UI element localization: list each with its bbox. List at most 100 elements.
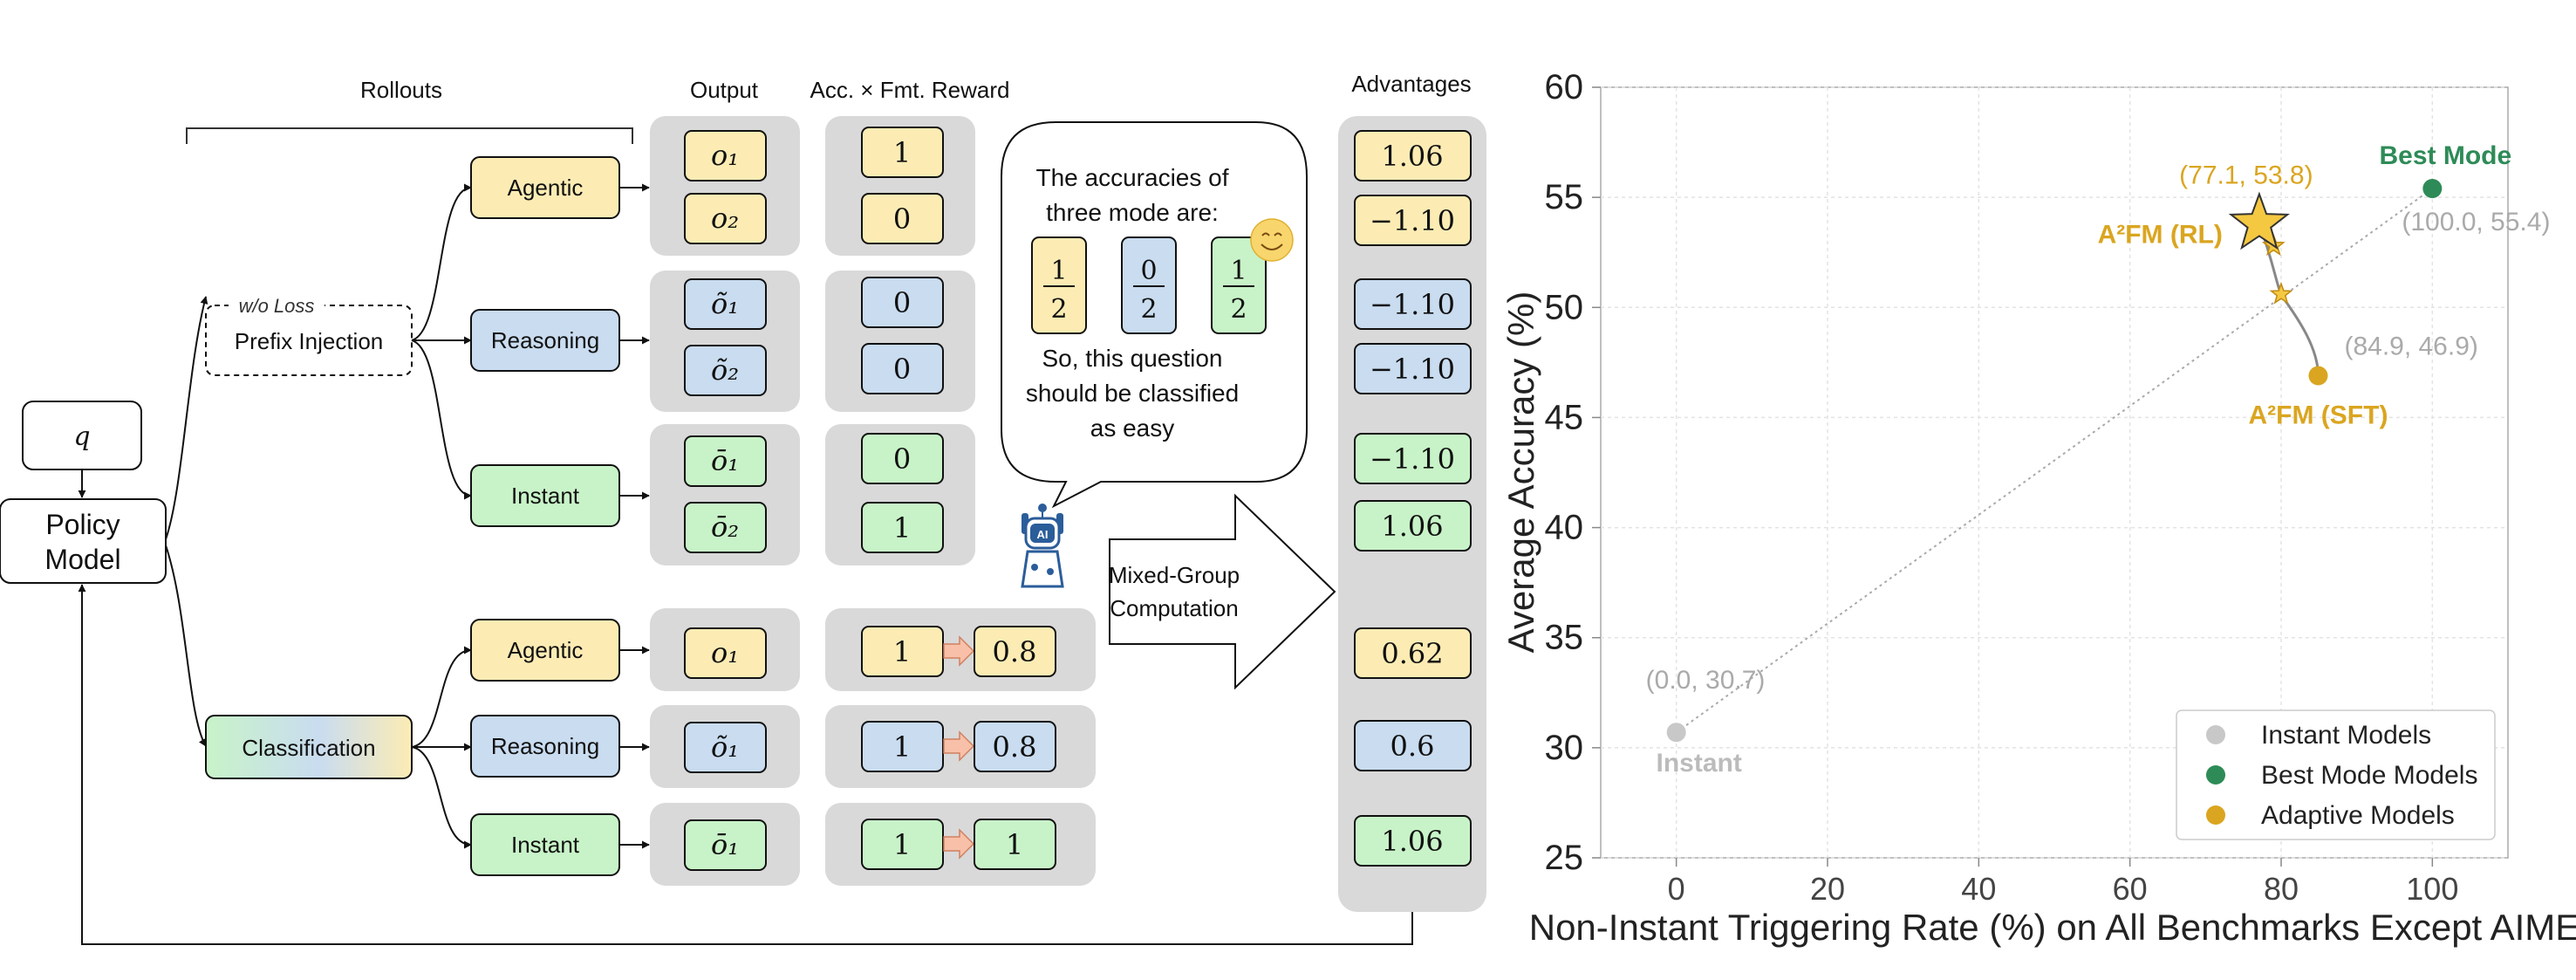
reference-line — [1676, 188, 2433, 734]
output-o1: o₁ — [711, 139, 739, 172]
y-tick-label: 55 — [1545, 178, 1584, 216]
reward-acc: 1 — [893, 730, 911, 764]
policy-model-label-1: Policy — [45, 509, 120, 540]
output-title: Output — [690, 77, 759, 103]
advantage-value: 1.06 — [1381, 140, 1443, 173]
reward-final: 1 — [1006, 828, 1023, 861]
reward-value: 1 — [893, 511, 911, 545]
point-instant — [1666, 723, 1686, 743]
y-axis-label: Average Accuracy (%) — [1500, 291, 1541, 654]
query-label: q — [73, 421, 90, 452]
rl-training-diagram: Rollouts Output Acc. × Fmt. Reward Advan… — [0, 71, 1486, 945]
legend-marker-best-mode — [2206, 765, 2225, 785]
y-tick-label: 40 — [1545, 509, 1584, 547]
prefix-injection-label: Prefix Injection — [235, 328, 384, 354]
y-tick-label: 50 — [1545, 288, 1584, 326]
mode-agentic-top-label: Agentic — [508, 175, 584, 201]
reward-value: 0 — [893, 353, 911, 386]
advantage-value: 1.06 — [1381, 825, 1443, 858]
y-tick-label: 45 — [1545, 398, 1584, 436]
reward-arrow — [943, 635, 975, 667]
fraction-num: 0 — [1140, 256, 1157, 286]
legend-label: Adaptive Models — [2261, 801, 2455, 830]
output-rt1: õ₁ — [711, 287, 739, 320]
y-ticks: 25 30 35 40 45 50 55 60 — [1545, 68, 1601, 877]
y-tick-label: 35 — [1545, 619, 1584, 657]
x-tick-label: 40 — [1961, 871, 1996, 907]
mode-instant-top-label: Instant — [511, 483, 580, 509]
y-tick-label: 30 — [1545, 729, 1584, 767]
bubble-line-4: should be classified — [1026, 380, 1239, 407]
output-bar2: ō₂ — [711, 511, 739, 544]
reward-final: 0.8 — [993, 730, 1037, 764]
point-label-a2fm-sft: A²FM (SFT) — [2248, 401, 2388, 429]
output-rt1-class: õ₁ — [711, 730, 739, 764]
fraction-den: 2 — [1230, 294, 1247, 325]
output-bar1-class: ō₁ — [711, 828, 739, 861]
mixed-group-arrow — [1109, 493, 1336, 690]
reward-value: 0 — [893, 442, 911, 476]
trajectory-star — [2269, 281, 2293, 305]
advantage-value: 0.6 — [1390, 730, 1435, 763]
reward-value: 0 — [893, 202, 911, 236]
policy-model-label-2: Model — [44, 544, 120, 575]
y-tick-label: 60 — [1545, 68, 1584, 106]
reward-arrow — [943, 730, 975, 762]
data-points: (0.0, 30.7) Instant Best Mode (100.0, 55.4)… — [1646, 141, 2551, 778]
bubble-line-3: So, this question — [1042, 345, 1222, 372]
reward-acc: 1 — [893, 828, 911, 861]
classification-label: Classification — [242, 735, 375, 761]
advantage-value: 1.06 — [1381, 510, 1443, 543]
advantage-value: 0.62 — [1381, 637, 1443, 670]
mixed-group-label-1: Mixed-Group — [1109, 562, 1240, 588]
x-tick-label: 0 — [1668, 871, 1685, 907]
legend-marker-instant — [2206, 725, 2225, 744]
fraction-num: 1 — [1050, 256, 1067, 286]
wo-loss-label: w/o Loss — [239, 295, 315, 317]
y-tick-label: 25 — [1545, 839, 1584, 877]
output-o2: o₂ — [711, 202, 739, 235]
x-axis-label: Non-Instant Triggering Rate (%) on All B… — [1529, 907, 2576, 948]
reward-value: 1 — [893, 136, 911, 169]
x-tick-label: 80 — [2264, 871, 2299, 907]
coord-label-a2fm-sft: (84.9, 46.9) — [2344, 332, 2477, 360]
reward-title: Acc. × Fmt. Reward — [810, 77, 1010, 103]
rollouts-brace — [186, 127, 633, 144]
rollouts-title: Rollouts — [360, 77, 442, 103]
prefix-injection-box — [205, 305, 413, 376]
point-best-mode — [2422, 179, 2443, 199]
mode-instant-bottom-label: Instant — [511, 832, 580, 858]
reward-final: 0.8 — [993, 635, 1037, 668]
legend-box — [2176, 709, 2496, 840]
advantage-value: −1.10 — [1370, 442, 1455, 476]
reward-arrow — [943, 828, 975, 860]
advantage-value: −1.10 — [1370, 288, 1455, 321]
reward-acc: 1 — [893, 635, 911, 668]
point-label-instant: Instant — [1656, 749, 1741, 778]
smiley-icon — [1250, 218, 1294, 262]
policy-model-box — [0, 498, 167, 584]
output-o1-class: o₁ — [711, 636, 739, 669]
robot-icon: AI — [1021, 504, 1064, 588]
mode-reasoning-top-label: Reasoning — [491, 327, 599, 353]
advantage-value: −1.10 — [1370, 353, 1455, 386]
x-tick-label: 100 — [2406, 871, 2458, 907]
reward-value: 0 — [893, 286, 911, 319]
legend-marker-adaptive — [2206, 805, 2225, 825]
fraction-num: 1 — [1230, 256, 1247, 286]
coord-label-a2fm-rl: (77.1, 53.8) — [2179, 161, 2313, 189]
mode-agentic-bottom-label: Agentic — [508, 637, 584, 663]
robot-label: AI — [1037, 528, 1049, 541]
point-label-best-mode: Best Mode — [2379, 141, 2511, 170]
fraction-den: 2 — [1140, 294, 1157, 325]
point-a2fm-rl-star — [2228, 191, 2290, 250]
output-bar1: ō₁ — [711, 444, 739, 477]
output-rt2: õ₂ — [711, 353, 739, 387]
legend-label: Instant Models — [2261, 721, 2431, 750]
coord-label-best-mode: (100.0, 55.4) — [2402, 208, 2550, 236]
advantages-title: Advantages — [1351, 71, 1471, 97]
bubble-line-1: The accuracies of — [1036, 164, 1229, 191]
coord-label-instant: (0.0, 30.7) — [1646, 666, 1766, 695]
point-label-a2fm-rl: A²FM (RL) — [2098, 220, 2223, 249]
